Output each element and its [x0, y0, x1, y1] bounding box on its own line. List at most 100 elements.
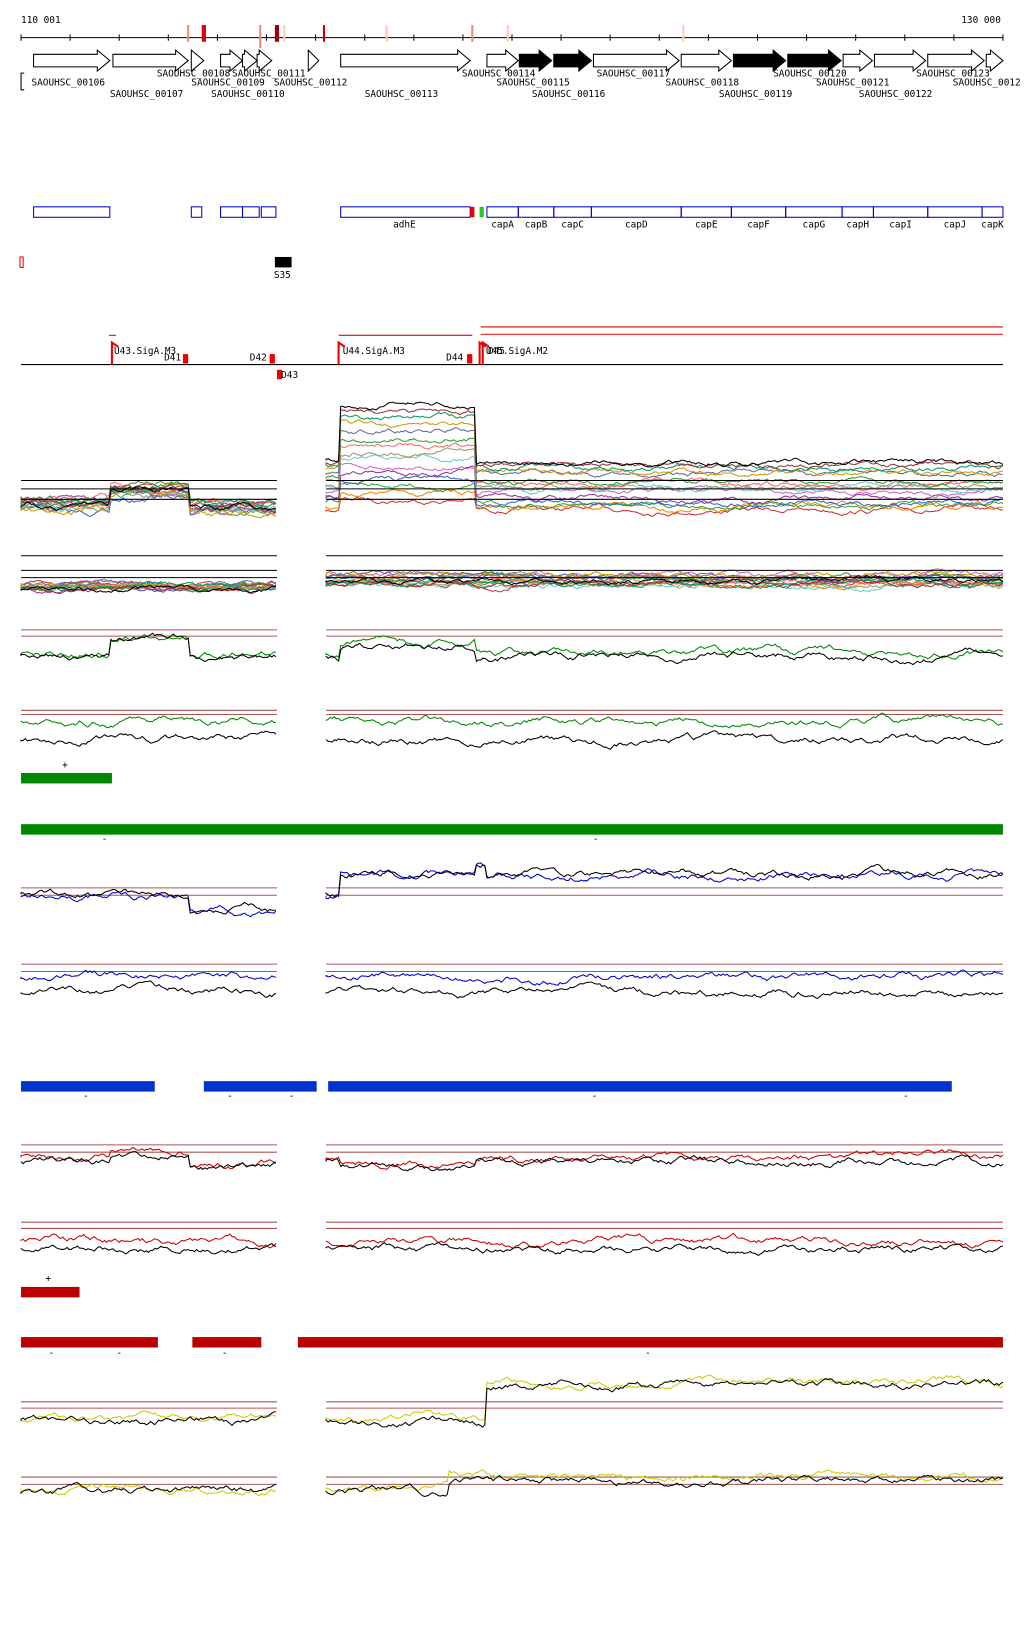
gene-label: SAOUHSC_00115	[496, 78, 570, 89]
expression-trace	[20, 581, 277, 592]
gene-arrow	[340, 49, 472, 73]
strand-label: -	[102, 834, 108, 845]
strand-label: -	[49, 1348, 55, 1359]
expression-trace	[20, 488, 277, 519]
expression-trace	[20, 1147, 276, 1170]
operon-box	[841, 206, 874, 218]
expression-trace	[325, 712, 1003, 729]
strand-bar	[21, 1337, 158, 1348]
gene-arrow	[787, 49, 842, 73]
expression-trace	[20, 1233, 277, 1249]
gene-label: SAOUHSC_00106	[31, 78, 105, 89]
expression-trace	[325, 1374, 1004, 1424]
expression-trace	[325, 635, 1004, 660]
strand-bar	[203, 1081, 317, 1092]
operon-box	[590, 206, 682, 218]
expression-trace	[20, 891, 277, 918]
expression-trace	[325, 453, 1003, 495]
gene-arrow	[553, 49, 593, 73]
strand-bar	[21, 824, 1003, 835]
operon-box	[872, 206, 929, 218]
operon-label: adhE	[393, 220, 416, 231]
expression-trace	[20, 1411, 276, 1427]
expression-trace	[20, 579, 277, 591]
strand-label: -	[593, 834, 599, 845]
strand-label: -	[83, 1091, 89, 1102]
expression-trace	[325, 1474, 1004, 1498]
gene-label: SAOUHSC_00113	[365, 89, 438, 100]
promoter-flag	[337, 340, 346, 365]
gene-arrow	[486, 49, 520, 73]
expression-trace	[20, 1242, 277, 1255]
terminator-label: S35	[274, 270, 291, 281]
promoter-flag	[110, 340, 119, 365]
operon-label: capB	[525, 220, 548, 231]
gene-arrow	[518, 49, 553, 73]
operon-label: capD	[625, 220, 648, 231]
expression-trace	[20, 1410, 277, 1423]
expression-trace	[325, 401, 1004, 468]
gene-label: SAOUHSC_00110	[211, 89, 285, 100]
expression-trace	[325, 863, 1004, 898]
expression-trace	[325, 496, 1004, 518]
expression-trace	[20, 632, 277, 663]
gene-arrow	[680, 49, 733, 73]
expression-trace	[325, 730, 1004, 750]
operon-box	[553, 206, 592, 218]
expression-trace	[325, 1469, 1004, 1493]
strand-bar	[328, 1081, 952, 1092]
gene-label: SAOUHSC_00108	[157, 68, 231, 79]
gene-label: SAOUHSC_00112	[274, 78, 348, 89]
promoter-label: U43.SigA.M3	[114, 346, 176, 357]
coord-start: 110 001	[21, 15, 61, 26]
operon-label: capI	[889, 220, 912, 231]
strand-bar	[192, 1337, 262, 1348]
expression-trace	[325, 577, 1004, 589]
gene-arrow	[873, 49, 927, 73]
operon-label: capA	[491, 220, 514, 231]
operon-box	[927, 206, 983, 218]
expression-trace	[325, 569, 1004, 581]
promoter-label: U45.SigA.M2	[486, 346, 548, 357]
expression-trace	[325, 1149, 1004, 1170]
strand-label: +	[45, 1274, 51, 1285]
expression-trace	[325, 447, 1003, 492]
strand-label: -	[227, 1091, 233, 1102]
operon-label: capF	[747, 220, 770, 231]
expression-trace	[325, 1154, 1004, 1172]
strand-label: -	[903, 1091, 909, 1102]
promoter-label: D41	[164, 352, 181, 363]
operon-box	[220, 206, 244, 218]
expression-trace	[325, 1232, 1004, 1249]
expression-trace	[20, 481, 277, 508]
operon-label: capH	[846, 220, 869, 231]
expression-trace	[325, 969, 1004, 986]
gene-label: SAOUHSC_00121	[816, 78, 890, 89]
operon-marker	[470, 206, 475, 218]
gene-label: SAOUHSC_00119	[719, 89, 793, 100]
operon-label: capJ	[944, 220, 967, 231]
gene-label: SAOUHSC_00118	[666, 78, 740, 89]
gene-label: SAOUHSC_00120	[773, 68, 847, 79]
gene-arrow	[256, 49, 273, 73]
terminator	[274, 256, 292, 268]
gene-arrow	[842, 49, 874, 73]
operon-box	[730, 206, 787, 218]
operon-box	[981, 206, 1004, 218]
gene-arrow	[33, 49, 111, 73]
expression-trace	[325, 642, 1004, 666]
expression-trace	[20, 1482, 277, 1495]
strand-label: -	[645, 1348, 651, 1359]
gene-label: SAOUHSC_00111	[232, 68, 306, 79]
expression-trace	[325, 427, 1003, 478]
gene-label: SAOUHSC_00109	[191, 78, 265, 89]
expression-trace	[325, 488, 1003, 514]
expression-trace	[325, 579, 1004, 593]
gene-arrow	[241, 49, 258, 73]
operon-label: capK	[981, 220, 1004, 231]
expression-trace	[20, 888, 276, 915]
promoter-flag	[481, 340, 490, 365]
promoter-box	[182, 354, 189, 364]
promoter-label: D43	[281, 370, 298, 381]
expression-trace	[20, 1151, 276, 1170]
